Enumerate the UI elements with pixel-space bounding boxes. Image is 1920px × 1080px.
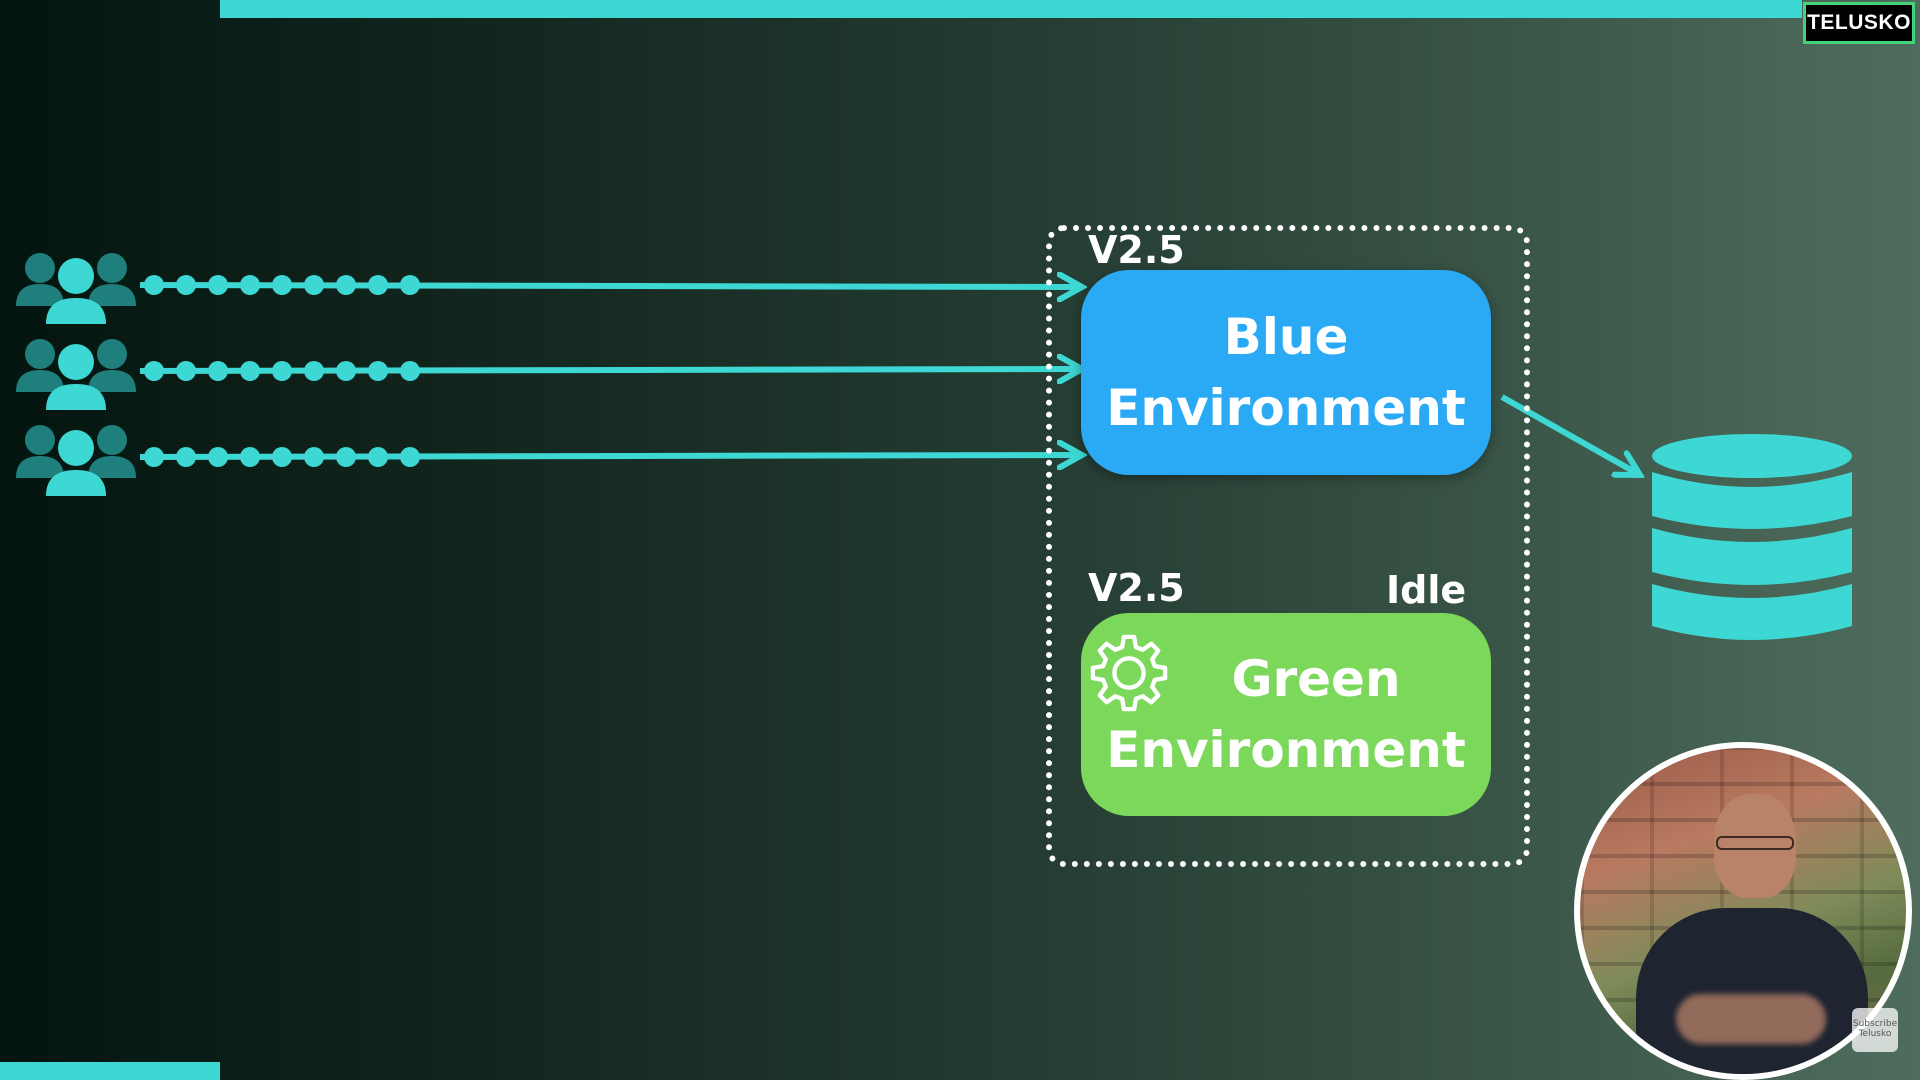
green-env-title-line2: Environment (1106, 720, 1466, 779)
green-env-title-line1: Green (1231, 649, 1401, 708)
subscribe-text: Subscribe (1852, 1019, 1898, 1030)
gear-icon (1090, 634, 1168, 712)
users-icon (16, 339, 136, 410)
blue-version-label: V2.5 (1088, 228, 1185, 272)
environment-container (1046, 225, 1530, 867)
presenter-head (1714, 794, 1796, 898)
traffic-line-3 (139, 455, 1082, 457)
users-icon (16, 425, 136, 496)
presenter-body (1636, 908, 1868, 1074)
blue-env-title-line1: Blue (1223, 307, 1349, 366)
blue-environment-box: Blue Environment (1081, 270, 1491, 475)
subscribe-button[interactable]: Subscribe Telusko (1852, 1008, 1898, 1052)
presenter-glasses (1716, 836, 1794, 850)
green-version-label: V2.5 (1088, 566, 1185, 610)
presenter-hands (1676, 994, 1826, 1044)
bottom-accent-bar (0, 1062, 220, 1080)
users-icon (16, 253, 136, 324)
blue-env-title-line2: Environment (1106, 378, 1466, 437)
traffic-line-2 (139, 369, 1082, 371)
telusko-logo: TELUSKO (1803, 2, 1915, 44)
green-status-label: Idle (1386, 568, 1467, 612)
database-icon (1652, 434, 1852, 640)
subscribe-channel: Telusko (1858, 1029, 1892, 1039)
traffic-dots (144, 275, 420, 467)
top-accent-bar (220, 0, 1802, 18)
traffic-line-1 (139, 285, 1082, 287)
presenter-video (1574, 742, 1912, 1080)
